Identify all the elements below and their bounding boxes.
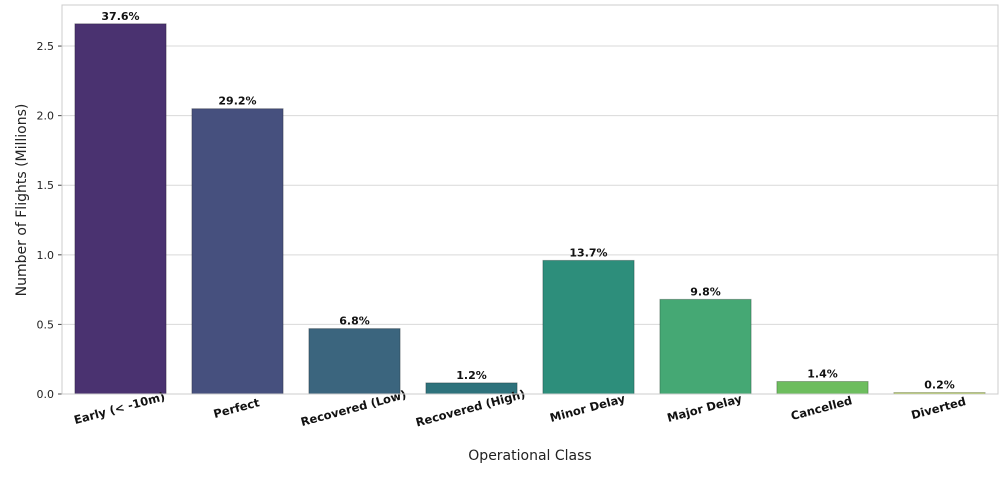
data-label: 13.7% <box>569 246 607 259</box>
bar <box>776 380 869 395</box>
x-tick-label: Perfect <box>212 395 262 421</box>
y-tick-label: 1.5 <box>37 179 55 192</box>
x-tick-label: Cancelled <box>789 393 853 423</box>
plot-frame <box>61 4 999 395</box>
data-label: 9.8% <box>690 285 721 298</box>
bar <box>542 259 635 395</box>
x-tick-label: Minor Delay <box>548 391 627 425</box>
data-labels: 37.6% 29.2% 6.8% 1.2% 13.7% 9.8% 1.4% 0.2% <box>101 10 954 392</box>
data-label: 0.2% <box>924 379 955 392</box>
x-axis-label: Operational Class <box>468 448 591 464</box>
x-tick-label: Diverted <box>910 394 968 422</box>
y-tick-label: 1.0 <box>37 249 55 262</box>
x-tick-label: Major Delay <box>666 391 744 425</box>
bar <box>659 298 752 395</box>
y-tick-labels: 0.0 0.5 1.0 1.5 2.0 2.5 <box>37 40 62 401</box>
data-label: 6.8% <box>339 315 370 328</box>
bar <box>191 108 284 395</box>
bar <box>74 23 167 395</box>
y-tick-label: 0.0 <box>37 388 55 401</box>
x-tick-label: Early (< -10m) <box>72 389 166 427</box>
bars <box>74 23 986 395</box>
data-label: 1.2% <box>456 369 487 382</box>
data-label: 37.6% <box>101 10 139 23</box>
y-tick-label: 0.5 <box>37 318 55 331</box>
y-tick-label: 2.0 <box>37 110 55 123</box>
y-tick-label: 2.5 <box>37 40 55 53</box>
bar <box>308 328 401 395</box>
data-label: 29.2% <box>218 95 256 108</box>
data-label: 1.4% <box>807 367 838 380</box>
y-axis-label: Number of Flights (Millions) <box>14 104 30 297</box>
